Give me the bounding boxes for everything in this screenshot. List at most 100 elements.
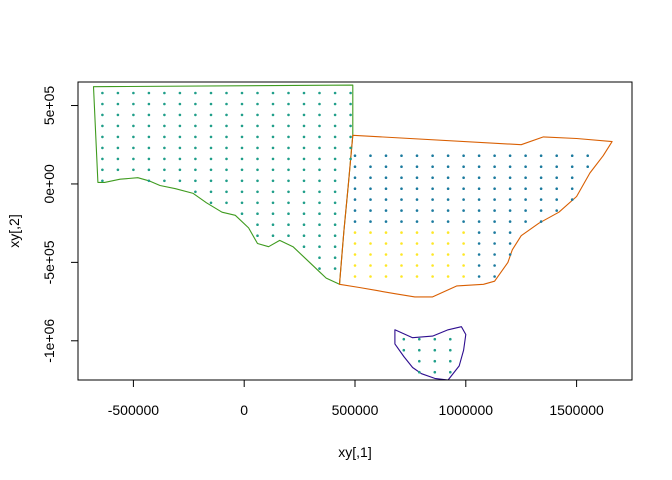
grid-point <box>209 124 213 128</box>
grid-point <box>240 91 244 95</box>
grid-point <box>225 157 228 161</box>
grid-point <box>400 209 403 212</box>
grid-point <box>333 102 337 106</box>
grid-point <box>353 187 357 190</box>
grid-point <box>446 165 450 168</box>
grid-point <box>287 223 290 226</box>
grid-point <box>446 154 450 157</box>
grid-point <box>539 220 543 223</box>
grid-point <box>302 146 306 150</box>
grid-point <box>194 146 197 150</box>
grid-point <box>287 124 290 128</box>
grid-point <box>318 201 321 205</box>
grid-point <box>369 165 372 168</box>
grid-point <box>384 231 388 234</box>
grid-point <box>333 146 337 150</box>
grid-point <box>225 113 228 117</box>
grid-point <box>555 209 558 212</box>
grid-point <box>240 146 244 150</box>
grid-point <box>116 113 120 117</box>
grid-point <box>418 359 421 363</box>
grid-point <box>508 231 512 234</box>
grid-point <box>132 91 135 95</box>
grid-point <box>287 102 290 106</box>
grid-point <box>116 124 120 128</box>
grid-point <box>477 264 481 267</box>
grid-point <box>178 168 182 172</box>
grid-point <box>287 113 290 117</box>
grid-point <box>449 337 452 341</box>
grid-point <box>353 264 357 267</box>
grid-point <box>101 113 104 117</box>
grid-point <box>493 209 496 212</box>
points-south-australia <box>101 91 352 270</box>
x-tick-label: 1500000 <box>549 402 604 418</box>
grid-point <box>446 209 450 212</box>
grid-point <box>400 253 403 256</box>
grid-point <box>353 165 357 168</box>
grid-point <box>349 135 352 139</box>
grid-point <box>225 146 228 150</box>
grid-point <box>353 198 357 201</box>
grid-point <box>147 124 151 128</box>
grid-point <box>446 187 450 190</box>
grid-point <box>462 187 465 190</box>
grid-point <box>132 146 135 150</box>
grid-point <box>353 154 357 157</box>
grid-point <box>539 198 543 201</box>
regions-layer <box>92 84 613 381</box>
grid-point <box>287 168 290 172</box>
grid-point <box>508 198 512 201</box>
grid-point <box>477 209 481 212</box>
grid-point <box>116 91 120 95</box>
grid-point <box>353 209 357 212</box>
grid-point <box>415 242 419 245</box>
grid-point <box>225 91 228 95</box>
grid-point <box>369 231 372 234</box>
grid-point <box>400 275 403 278</box>
grid-point <box>194 124 197 128</box>
grid-point <box>415 275 419 278</box>
grid-point <box>132 113 135 117</box>
grid-point <box>116 146 120 150</box>
grid-point <box>508 209 512 212</box>
grid-point <box>302 223 306 226</box>
grid-point <box>116 135 120 139</box>
grid-point <box>462 242 465 245</box>
grid-point <box>302 157 306 161</box>
grid-point <box>369 275 372 278</box>
grid-point <box>415 253 419 256</box>
grid-point <box>101 91 104 95</box>
grid-point <box>178 157 182 161</box>
grid-point <box>446 220 450 223</box>
grid-point <box>462 165 465 168</box>
grid-point <box>508 187 512 190</box>
grid-point <box>446 253 450 256</box>
grid-point <box>147 179 151 183</box>
grid-point <box>302 124 306 128</box>
grid-point <box>384 264 388 267</box>
grid-point <box>209 168 213 172</box>
grid-point <box>163 157 166 161</box>
grid-point <box>433 359 437 363</box>
x-tick-label: 0 <box>240 402 248 418</box>
grid-point <box>400 187 403 190</box>
region-outline-tasmania <box>394 326 467 381</box>
grid-point <box>271 124 275 128</box>
grid-point <box>256 223 259 226</box>
grid-point <box>132 135 135 139</box>
grid-point <box>101 102 104 106</box>
grid-point <box>256 179 259 183</box>
grid-point <box>400 220 403 223</box>
grid-point <box>555 176 558 179</box>
grid-point <box>240 168 244 172</box>
grid-point <box>555 165 558 168</box>
grid-point <box>369 154 372 157</box>
grid-point <box>178 102 182 106</box>
grid-point <box>256 102 259 106</box>
grid-point <box>384 275 388 278</box>
grid-point <box>225 190 228 194</box>
grid-point <box>400 165 403 168</box>
grid-point <box>287 91 290 95</box>
grid-point <box>240 135 244 139</box>
